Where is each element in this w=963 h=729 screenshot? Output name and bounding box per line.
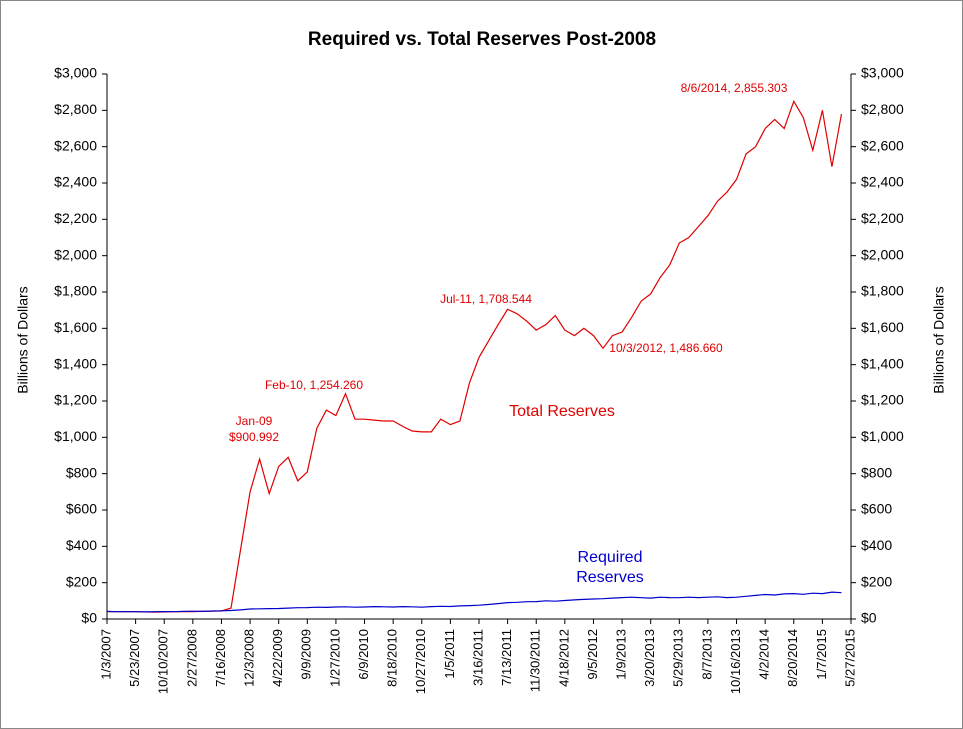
x-tick-label: 8/7/2013 xyxy=(699,629,714,680)
y-tick-label: $2,800 xyxy=(54,101,97,117)
y-tick-label: $3,000 xyxy=(54,65,97,81)
y2-tick-label: $1,800 xyxy=(861,283,904,299)
x-tick-label: 10/27/2010 xyxy=(413,629,428,694)
y-tick-label: $1,200 xyxy=(54,392,97,408)
y2-tick-label: $2,200 xyxy=(861,210,904,226)
x-tick-label: 5/27/2015 xyxy=(842,629,857,687)
y-tick-label: $1,600 xyxy=(54,319,97,335)
x-tick-label: 2/27/2008 xyxy=(184,629,199,687)
y2-tick-label: $1,000 xyxy=(861,428,904,444)
chart-title: Required vs. Total Reserves Post-2008 xyxy=(308,29,656,50)
x-tick-label: 9/9/2009 xyxy=(299,629,314,680)
x-tick-label: 1/9/2013 xyxy=(614,629,629,680)
y-axis-label: Billions of Dollars xyxy=(15,286,31,393)
x-tick-label: 8/18/2010 xyxy=(385,629,400,687)
x-tick-label: 1/27/2010 xyxy=(327,629,342,687)
x-tick-label: 5/23/2007 xyxy=(127,629,142,687)
y-tick-label: $0 xyxy=(81,610,97,626)
y2-axis-label: Billions of Dollars xyxy=(931,286,947,393)
y-tick-label: $2,400 xyxy=(54,174,97,190)
y-tick-label: $1,800 xyxy=(54,283,97,299)
y2-tick-label: $600 xyxy=(861,501,892,517)
y2-tick-label: $0 xyxy=(861,610,877,626)
annotation: Jan-09 xyxy=(236,414,273,428)
annotation: $900.992 xyxy=(229,430,279,444)
annotation: Feb-10, 1,254.260 xyxy=(265,378,363,392)
x-tick-label: 5/29/2013 xyxy=(671,629,686,687)
annotation: 8/6/2014, 2,855.303 xyxy=(681,81,788,95)
y2-tick-label: $800 xyxy=(861,464,892,480)
y2-tick-label: $2,000 xyxy=(861,246,904,262)
x-tick-label: 3/20/2013 xyxy=(642,629,657,687)
x-tick-label: 9/5/2012 xyxy=(585,629,600,680)
y2-tick-label: $2,800 xyxy=(861,101,904,117)
y2-tick-label: $3,000 xyxy=(861,65,904,81)
x-tick-label: 1/7/2015 xyxy=(814,629,829,680)
x-tick-label: 4/22/2009 xyxy=(270,629,285,687)
annotation: 10/3/2012, 1,486.660 xyxy=(609,341,723,355)
y-tick-label: $2,600 xyxy=(54,137,97,153)
y-tick-label: $2,200 xyxy=(54,210,97,226)
y-tick-label: $1,000 xyxy=(54,428,97,444)
annotation: Jul-11, 1,708.544 xyxy=(440,292,532,306)
x-tick-label: 7/13/2011 xyxy=(499,629,514,686)
y2-tick-label: $2,400 xyxy=(861,174,904,190)
y2-tick-label: $1,200 xyxy=(861,392,904,408)
y2-tick-label: $2,600 xyxy=(861,137,904,153)
x-tick-label: 11/30/2011 xyxy=(528,629,543,692)
y-tick-label: $400 xyxy=(66,537,97,553)
series-line xyxy=(107,99,843,613)
y-tick-label: $600 xyxy=(66,501,97,517)
series-line xyxy=(106,591,842,613)
x-tick-label: 10/16/2013 xyxy=(728,629,743,694)
y2-tick-label: $1,600 xyxy=(861,319,904,335)
x-tick-label: 3/16/2011 xyxy=(470,629,485,686)
legend-entry: Total Reserves xyxy=(509,403,615,420)
y-tick-label: $2,000 xyxy=(54,246,97,262)
y2-tick-label: $1,400 xyxy=(861,355,904,371)
x-tick-label: 7/16/2008 xyxy=(213,629,228,687)
legend-entry: Required Reserves xyxy=(576,549,644,586)
x-tick-label: 1/3/2007 xyxy=(98,629,113,680)
y-tick-label: $800 xyxy=(66,464,97,480)
x-tick-label: 8/20/2014 xyxy=(785,629,800,687)
y-tick-label: $200 xyxy=(66,573,97,589)
x-tick-label: 1/5/2011 xyxy=(442,629,457,679)
x-tick-label: 12/3/2008 xyxy=(242,629,257,687)
y2-tick-label: $200 xyxy=(861,573,892,589)
y2-tick-label: $400 xyxy=(861,537,892,553)
y-tick-label: $1,400 xyxy=(54,355,97,371)
x-tick-label: 4/18/2012 xyxy=(556,629,571,687)
x-tick-label: 6/9/2010 xyxy=(356,629,371,680)
x-tick-label: 10/10/2007 xyxy=(156,629,171,694)
x-tick-label: 4/2/2014 xyxy=(757,629,772,680)
